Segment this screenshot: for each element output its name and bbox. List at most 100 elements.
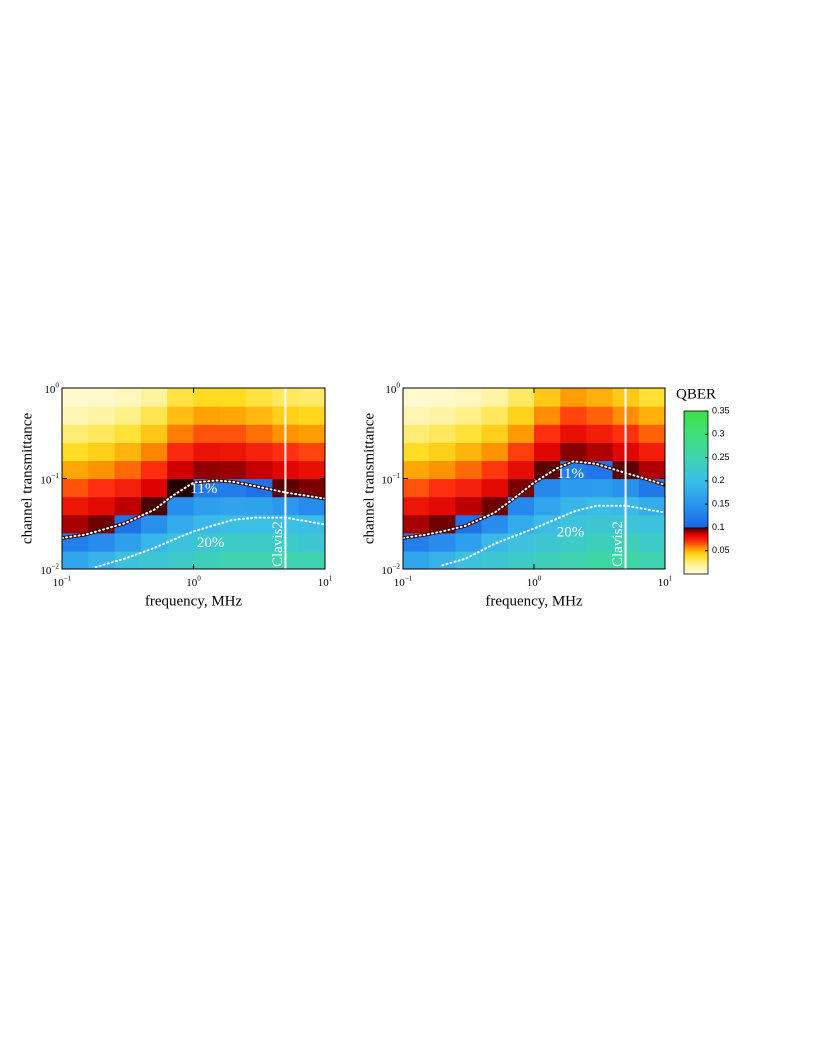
- heatmap-cell: [193, 532, 221, 552]
- heatmap-cell: [114, 478, 142, 498]
- heatmap-cell: [167, 460, 195, 480]
- heatmap-cell: [140, 496, 168, 516]
- y-axis-title: channel transmittance: [361, 413, 377, 545]
- colorbar-tick-label: 0.2: [712, 475, 725, 485]
- heatmap-cell: [167, 478, 195, 498]
- heatmap-cell: [429, 551, 456, 569]
- heatmap-cell: [219, 442, 247, 462]
- heatmap-cell: [62, 442, 89, 462]
- heatmap-cell: [193, 460, 221, 480]
- heatmap-cell: [586, 424, 614, 443]
- heatmap-cell: [88, 496, 116, 516]
- heatmap-cell: [403, 388, 430, 407]
- heatmap-cell: [638, 532, 665, 552]
- y-tick-label: 10−1: [381, 472, 400, 486]
- heatmap-cell: [167, 532, 195, 552]
- heatmap-cell: [638, 442, 665, 462]
- heatmap-cell: [114, 388, 142, 407]
- heatmap-cell: [246, 551, 273, 569]
- heatmap-cell: [140, 532, 168, 552]
- heatmap-cell: [298, 406, 325, 425]
- colorbar: [683, 410, 709, 575]
- heatmap-cell: [140, 478, 168, 498]
- heatmap-cell: [403, 514, 430, 534]
- heatmap-cell: [586, 406, 614, 425]
- heatmap-cell: [193, 442, 221, 462]
- heatmap-cell: [219, 496, 247, 516]
- heatmap-cell: [114, 424, 142, 443]
- heatmap-cell: [481, 442, 509, 462]
- heatmap-cell: [481, 478, 509, 498]
- heatmap-cell: [638, 406, 665, 425]
- heatmap-cell: [638, 460, 665, 480]
- heatmap-cell: [246, 460, 273, 480]
- heatmap-cell: [429, 460, 456, 480]
- heatmap-cell: [246, 406, 273, 425]
- heatmap-cell: [507, 551, 535, 569]
- reference-label: Clavis2: [610, 521, 626, 567]
- heatmap-cell: [140, 551, 168, 569]
- heatmap-cell: [455, 496, 483, 516]
- heatmap-cell: [534, 551, 561, 569]
- heatmap-cell: [219, 532, 247, 552]
- heatmap-cell: [167, 551, 195, 569]
- heatmap-cell: [62, 514, 89, 534]
- heatmap-cell: [298, 460, 325, 480]
- heatmap-cell: [88, 460, 116, 480]
- heatmap-cell: [62, 478, 89, 498]
- heatmap-cell: [481, 424, 509, 443]
- heatmap-cell: [219, 514, 247, 534]
- x-tick-label: 10−1: [53, 574, 72, 588]
- x-tick-label: 100: [186, 574, 201, 588]
- heatmap-cell: [114, 460, 142, 480]
- colorbar-tick-label: 0.15: [712, 499, 730, 509]
- heatmap-cell: [403, 442, 430, 462]
- heatmap-cell: [62, 460, 89, 480]
- heatmap-cell: [455, 388, 483, 407]
- heatmap-cell: [429, 388, 456, 407]
- heatmap-cell: [193, 551, 221, 569]
- heatmap-cell: [246, 496, 273, 516]
- heatmap-cell: [455, 442, 483, 462]
- heatmap-cell: [298, 551, 325, 569]
- heatmap-cell: [507, 460, 535, 480]
- heatmap-cell: [481, 551, 509, 569]
- contour-label: 20%: [557, 524, 585, 540]
- heatmap-cell: [62, 496, 89, 516]
- y-tick-label: 10−1: [40, 472, 59, 486]
- heatmap-cell: [167, 388, 195, 407]
- heatmap-cell: [219, 388, 247, 407]
- heatmap-cell: [140, 514, 168, 534]
- heatmap-cell: [455, 460, 483, 480]
- heatmap-cell: [298, 478, 325, 498]
- heatmap-cell: [88, 388, 116, 407]
- heatmap-cell: [455, 406, 483, 425]
- heatmap-cell: [298, 442, 325, 462]
- heatmap-cell: [507, 478, 535, 498]
- heatmap-cell: [88, 424, 116, 443]
- heatmap-cell: [62, 406, 89, 425]
- heatmap-cell: [62, 551, 89, 569]
- heatmap-cell: [586, 442, 614, 462]
- heatmap-cell: [429, 532, 456, 552]
- heatmap-cell: [403, 460, 430, 480]
- x-tick-label: 101: [658, 574, 673, 588]
- heatmap-cell: [507, 388, 535, 407]
- heatmap-cell: [586, 478, 614, 498]
- heatmap-cell: [560, 442, 588, 462]
- heatmap-cell: [534, 532, 561, 552]
- heatmap-cell: [298, 514, 325, 534]
- heatmap-cell: [114, 532, 142, 552]
- heatmap-cell: [638, 388, 665, 407]
- heatmap-cell: [455, 532, 483, 552]
- heatmap-cell: [298, 388, 325, 407]
- y-tick-label: 10−2: [381, 562, 400, 576]
- heatmap-cell: [246, 442, 273, 462]
- contour-label: 11%: [190, 481, 217, 497]
- heatmap-cell: [429, 496, 456, 516]
- heatmap-cell: [403, 406, 430, 425]
- heatmap-cell: [114, 406, 142, 425]
- heatmap-cell: [193, 496, 221, 516]
- heatmap-cell: [560, 514, 588, 534]
